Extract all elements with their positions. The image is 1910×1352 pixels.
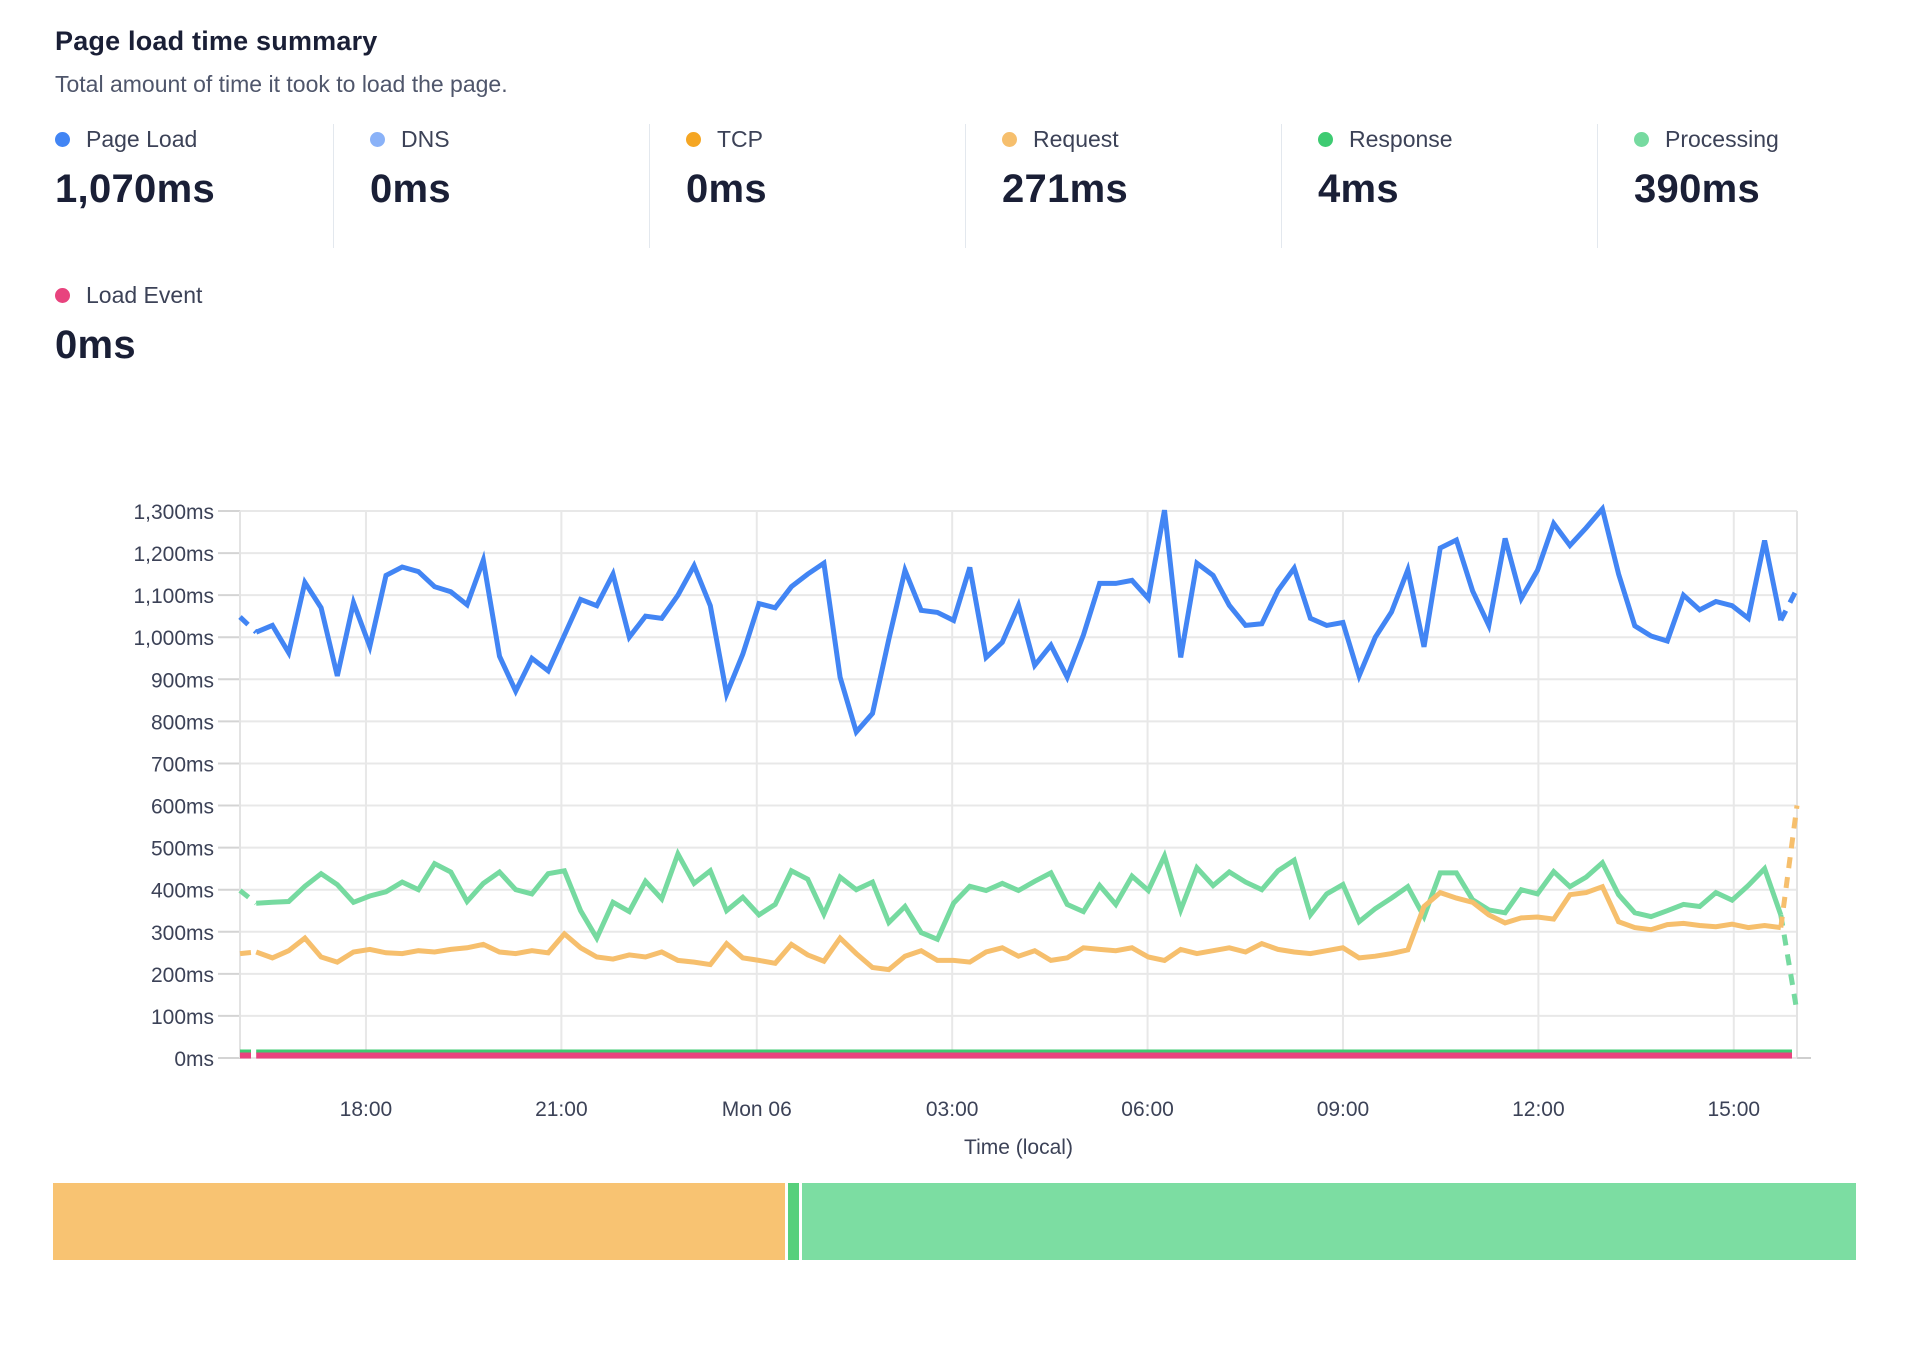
request-line [255, 883, 1782, 973]
request-line-lead-dash [239, 949, 257, 957]
x-tick-label: 03:00 [926, 1098, 979, 1121]
chart-svg: 0ms 100ms 200ms 300ms 400ms 500ms 600ms 700ms 80… [133, 501, 1811, 1159]
processing-line-end-dash [1778, 914, 1800, 1013]
metric-tcp: TCP 0ms [649, 124, 965, 248]
x-tick-label: 21:00 [535, 1098, 588, 1121]
y-tick-label: 500ms [151, 838, 214, 861]
metric-value: 0ms [55, 323, 136, 367]
processing-dot-icon [1634, 132, 1649, 147]
metric-value: 0ms [686, 167, 767, 211]
x-tick-label: 06:00 [1121, 1098, 1174, 1121]
metric-value: 271ms [1002, 167, 1129, 211]
y-tick-label: 800ms [151, 711, 214, 734]
bar-segment-response [788, 1183, 800, 1260]
load-time-chart[interactable]: 0ms 100ms 200ms 300ms 400ms 500ms 600ms 700ms 80… [0, 376, 1856, 1181]
load-event-metric: Load Event 0ms [55, 282, 1856, 368]
y-tick-label: 0ms [174, 1048, 214, 1071]
request-line-end-dash [1778, 805, 1800, 928]
metric-label: DNS [401, 126, 450, 152]
metric-request: Request 271ms [965, 124, 1281, 248]
y-tick-label: 100ms [151, 1006, 214, 1029]
x-axis-title: Time (local) [964, 1136, 1073, 1159]
x-tick-label: 18:00 [340, 1098, 393, 1121]
metric-label: Response [1349, 126, 1453, 152]
page-title: Page load time summary [55, 26, 378, 56]
y-tick-label: 1,100ms [133, 585, 214, 608]
metric-value: 1,070ms [55, 167, 216, 211]
metric-value: 4ms [1318, 167, 1399, 211]
dns-dot-icon [370, 132, 385, 147]
metric-label: Page Load [86, 126, 198, 152]
metric-processing: Processing 390ms [1597, 124, 1910, 248]
page-load-summary-panel: Page load time summary Total amount of t… [0, 26, 1856, 1260]
y-tick-label: 200ms [151, 964, 214, 987]
metric-page-load: Page Load 1,070ms [55, 124, 333, 248]
bar-segment-request [53, 1183, 786, 1260]
y-tick-label: 1,300ms [133, 501, 214, 524]
x-tick-label: 09:00 [1317, 1098, 1370, 1121]
metric-label: Request [1033, 126, 1119, 152]
metrics-row: Page Load 1,070ms DNS 0ms TCP 0ms Request 271ms… [55, 124, 1856, 248]
y-tick-label: 1,200ms [133, 543, 214, 566]
page-load-line-lead-dash [238, 615, 258, 635]
metric-value: 0ms [370, 167, 451, 211]
page-subtitle: Total amount of time it took to load the… [55, 71, 508, 97]
x-tick-label: 15:00 [1708, 1098, 1761, 1121]
page-load-line-end-dash [1778, 587, 1800, 622]
metric-response: Response 4ms [1281, 124, 1597, 248]
page-load-line [255, 503, 1784, 737]
processing-line [256, 847, 1784, 944]
request-dot-icon [1002, 132, 1017, 147]
chart-plot-area[interactable] [240, 511, 1797, 1058]
x-tick-label: Mon 06 [722, 1098, 792, 1121]
metric-value: 390ms [1634, 167, 1761, 211]
processing-line-lead-dash [238, 888, 258, 906]
y-tick-label: 1,000ms [133, 627, 214, 650]
page-load-dot-icon [55, 132, 70, 147]
bar-segment-processing [802, 1183, 1856, 1260]
y-tick-label: 600ms [151, 796, 214, 819]
tcp-dot-icon [686, 132, 701, 147]
response-dot-icon [1318, 132, 1333, 147]
metric-label: TCP [717, 126, 763, 152]
timing-proportion-bar [53, 1183, 1856, 1260]
y-tick-label: 400ms [151, 880, 214, 903]
y-tick-label: 300ms [151, 922, 214, 945]
y-tick-label: 900ms [151, 669, 214, 692]
metric-label: Load Event [86, 282, 203, 308]
metric-label: Processing [1665, 126, 1779, 152]
metric-dns: DNS 0ms [333, 124, 649, 248]
x-tick-label: 12:00 [1512, 1098, 1565, 1121]
load-event-dot-icon [55, 288, 70, 303]
y-tick-label: 700ms [151, 753, 214, 776]
